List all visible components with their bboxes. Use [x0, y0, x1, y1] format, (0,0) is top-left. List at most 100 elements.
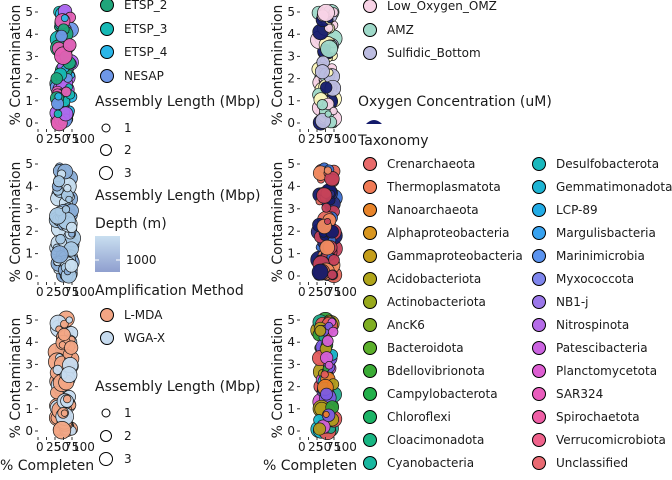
x-tick-label: 75: [64, 440, 79, 454]
data-point: [57, 328, 71, 341]
data-point: [320, 387, 333, 401]
legend-swatch: [363, 180, 377, 194]
data-point: [49, 207, 67, 225]
data-point: [65, 316, 73, 324]
legend-item-taxon: NB1-j: [532, 295, 589, 309]
legend-item-taxon: Nanoarchaeota: [363, 203, 479, 217]
legend-label: Cloacimonadota: [387, 433, 484, 447]
legend-label: 2: [124, 429, 132, 443]
y-tick-label: 0: [25, 424, 33, 438]
legend-assembly-length-bottom: Assembly Length (Mbp) 1 2 3: [95, 379, 260, 466]
legend-label: NB1-j: [556, 295, 589, 309]
data-point: [324, 171, 340, 187]
legend-swatch: [363, 318, 377, 332]
data-point: [320, 39, 338, 58]
legend-title: Taxonomy: [357, 133, 429, 149]
legend-swatch-wgax: [100, 331, 114, 345]
legend-item-taxon: Alphaproteobacteria: [363, 226, 509, 240]
legend-item-taxon: Bdellovibrionota: [363, 364, 485, 378]
legend-label: AMZ: [387, 23, 414, 37]
legend-swatch: [100, 45, 114, 59]
x-tick-label: 75: [326, 440, 341, 454]
data-point: [64, 340, 79, 355]
legend-item-taxon: Gammaproteobacteria: [363, 249, 523, 263]
points: [47, 310, 80, 440]
legend-item-taxon: Actinobacteriota: [363, 295, 486, 309]
legend-swatch: [532, 249, 546, 263]
legend-sample-site: ETSP_2 ETSP_3 ETSP_4 NESAP: [100, 0, 167, 83]
legend-item-taxon: Cyanobacteria: [363, 456, 474, 470]
legend-item-taxon: Marinimicrobia: [532, 249, 645, 263]
legend-item-etsp-2: ETSP_2: [100, 0, 167, 12]
data-point: [316, 99, 328, 111]
legend-taxonomy: Taxonomy Crenarchaeota Thermoplasmatota Na…: [357, 133, 672, 470]
depth-tick-label: 1000: [126, 253, 157, 267]
x-tick-label: 100: [334, 440, 357, 454]
points: [49, 4, 79, 132]
x-tick-label: 50: [316, 285, 331, 299]
legend-label: Alphaproteobacteria: [387, 226, 509, 240]
data-point: [320, 370, 329, 379]
data-point: [61, 205, 71, 214]
legend-swatch: [363, 433, 377, 447]
legend-item-taxon: Thermoplasmatota: [363, 180, 501, 194]
x-axis-title-left: % Completen: [0, 458, 94, 474]
legend-swatch: [363, 23, 377, 37]
x-tick-label: 0: [36, 440, 44, 454]
legend-swatch: [532, 180, 546, 194]
legend-item-taxon: Campylobacterota: [363, 387, 498, 401]
legend-swatch: [363, 410, 377, 424]
y-axis-title-right-top: % Contamination: [270, 5, 286, 126]
legend-item-taxon: Crenarchaeota: [363, 157, 475, 171]
legend-item-taxon: Nitrospinota: [532, 318, 629, 332]
legend-label: Spirochaetota: [556, 410, 640, 424]
data-point: [313, 422, 327, 436]
legend-item-taxon: LCP-89: [532, 203, 598, 217]
legend-label: Nanoarchaeota: [387, 203, 479, 217]
x-tick-label: 25: [308, 285, 323, 299]
y-tick-label: 3: [287, 357, 295, 371]
size-swatch-2: [100, 144, 112, 156]
legend-label: Myxococcota: [556, 272, 634, 286]
y-tick-label: 0: [25, 116, 33, 130]
legend-item-taxon: Spirochaetota: [532, 410, 640, 424]
y-tick-label: 2: [25, 380, 33, 394]
y-tick-label: 4: [287, 179, 295, 193]
y-tick-label: 5: [25, 313, 33, 327]
points: [48, 162, 81, 284]
legend-title: Assembly Length (Mbp): [95, 188, 260, 204]
legend-label: Campylobacterota: [387, 387, 498, 401]
size-swatch-2: [100, 430, 112, 442]
data-point: [52, 421, 72, 440]
legend-amplification-method: Amplification Method L-MDA WGA-X: [95, 283, 244, 345]
legend-label: ETSP_3: [124, 22, 167, 36]
legend-item-taxon: Chloroflexi: [363, 410, 451, 424]
legend-item-taxon: Planctomycetota: [532, 364, 657, 378]
legend-swatch: [532, 387, 546, 401]
legend-oxygen-zone: Low_Oxygen_OMZ AMZ Sulfidic_Bottom: [363, 0, 497, 60]
data-point: [60, 14, 69, 22]
legend-swatch: [363, 364, 377, 378]
x-tick-label: 25: [46, 440, 61, 454]
data-point: [322, 335, 334, 347]
data-point: [66, 221, 78, 233]
legend-swatch: [532, 203, 546, 217]
legend-swatch: [363, 341, 377, 355]
legend-swatch: [363, 226, 377, 240]
legend-label: Sulfidic_Bottom: [387, 46, 481, 60]
data-point: [321, 202, 332, 213]
x-tick-label: 50: [54, 132, 69, 146]
y-tick-label: 3: [287, 202, 295, 216]
legend-label: Bdellovibrionota: [387, 364, 485, 378]
data-point: [314, 64, 330, 80]
legend-label: 2: [124, 143, 132, 157]
legend-swatch-lmda: [100, 308, 114, 322]
legend-item-taxon: Patescibacteria: [532, 341, 648, 355]
legend-swatch: [532, 433, 546, 447]
data-point: [55, 234, 66, 245]
x-tick-label: 100: [72, 440, 95, 454]
size-swatch-3: [99, 452, 113, 466]
legend-title: Oxygen Concentration (uM): [358, 94, 552, 110]
